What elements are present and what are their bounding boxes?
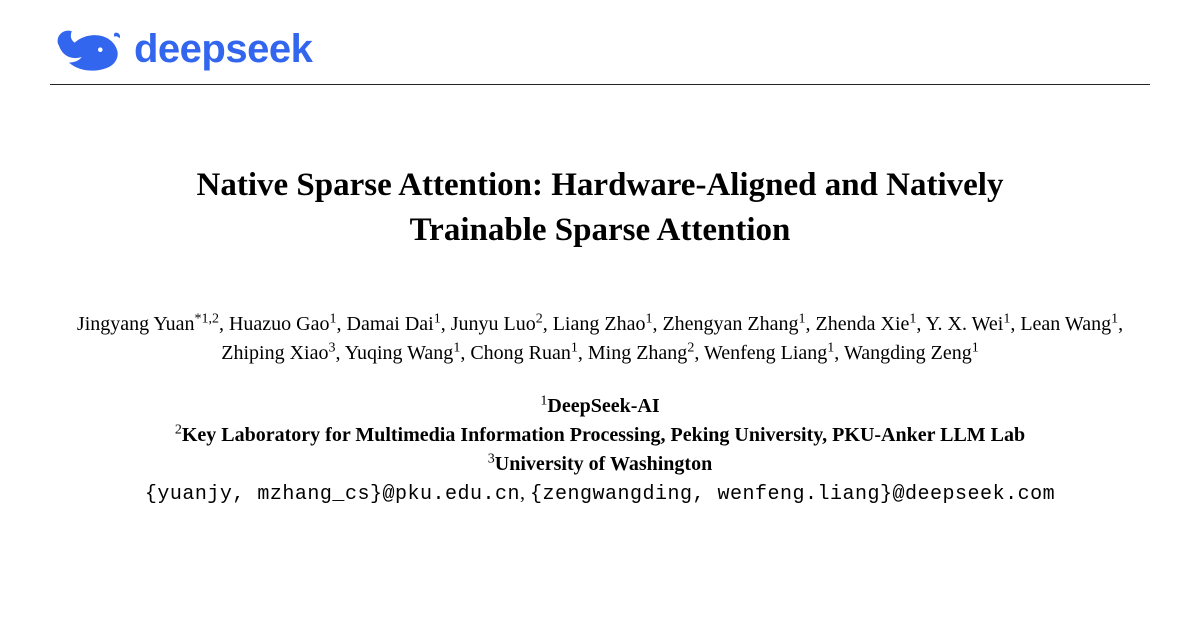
author: Zhengyan Zhang1 [662, 313, 805, 335]
title-line-2: Trainable Sparse Attention [410, 212, 791, 248]
logo-row: deepseek [50, 24, 1150, 74]
author-marks: 1 [799, 311, 806, 326]
author-marks: 1 [330, 311, 337, 326]
author-marks: 3 [328, 340, 335, 355]
author: Jingyang Yuan*1,2 [77, 313, 219, 335]
author: Huazuo Gao1 [229, 313, 337, 335]
author-marks: 1 [972, 340, 979, 355]
affiliation: 3University of Washington [50, 450, 1150, 479]
author-marks: 1 [827, 340, 834, 355]
author-name: Wenfeng Liang [704, 342, 827, 364]
affiliation-text: Key Laboratory for Multimedia Informatio… [182, 424, 1025, 446]
whale-icon [50, 24, 122, 74]
author-name: Chong Ruan [470, 342, 571, 364]
author-name: Damai Dai [347, 313, 434, 335]
author-marks: *1,2 [194, 311, 219, 326]
author: Damai Dai1 [347, 313, 441, 335]
affiliation: 2Key Laboratory for Multimedia Informati… [50, 421, 1150, 450]
author-name: Zhenda Xie [816, 313, 910, 335]
author: Yuqing Wang1 [345, 342, 461, 364]
affiliation-mark: 2 [175, 422, 182, 437]
affiliation-text: University of Washington [495, 453, 712, 475]
author: Zhiping Xiao3 [221, 342, 335, 364]
author-name: Ming Zhang [588, 342, 687, 364]
author-marks: 1 [1111, 311, 1118, 326]
author-name: Yuqing Wang [345, 342, 454, 364]
author-marks: 1 [909, 311, 916, 326]
affiliation-mark: 3 [488, 451, 495, 466]
author-marks: 2 [536, 311, 543, 326]
author: Y. X. Wei1 [926, 313, 1011, 335]
author-name: Huazuo Gao [229, 313, 330, 335]
author-name: Lean Wang [1020, 313, 1111, 335]
contact-emails: {yuanjy, mzhang_cs}@pku.edu.cn, {zengwan… [50, 479, 1150, 509]
email-group-2-domain: @deepseek.com [893, 483, 1056, 506]
paper-title: Native Sparse Attention: Hardware-Aligne… [80, 163, 1120, 252]
author-name: Zhiping Xiao [221, 342, 328, 364]
affiliation: 1DeepSeek-AI [50, 392, 1150, 421]
affiliation-text: DeepSeek-AI [547, 395, 659, 417]
author: Lean Wang1 [1020, 313, 1118, 335]
author-name: Y. X. Wei [926, 313, 1004, 335]
author: Liang Zhao1 [553, 313, 653, 335]
email-group-1-users: {yuanjy, mzhang_cs} [145, 483, 383, 506]
author-marks: 1 [453, 340, 460, 355]
author: Ming Zhang2 [588, 342, 694, 364]
author-marks: 1 [1003, 311, 1010, 326]
title-line-1: Native Sparse Attention: Hardware-Aligne… [197, 167, 1004, 203]
author: Zhenda Xie1 [816, 313, 917, 335]
author-marks: 1 [645, 311, 652, 326]
author-name: Wangding Zeng [844, 342, 972, 364]
author: Junyu Luo2 [451, 313, 543, 335]
author-marks: 1 [434, 311, 441, 326]
header-rule [50, 84, 1150, 85]
email-group-2-users: {zengwangding, wenfeng.liang} [530, 483, 893, 506]
email-group-1-domain: @pku.edu.cn [382, 483, 520, 506]
author-name: Junyu Luo [451, 313, 536, 335]
author: Chong Ruan1 [470, 342, 578, 364]
email-separator: , [520, 482, 530, 504]
author-list: Jingyang Yuan*1,2, Huazuo Gao1, Damai Da… [50, 310, 1150, 368]
author-name: Liang Zhao [553, 313, 646, 335]
author-marks: 2 [687, 340, 694, 355]
author-marks: 1 [571, 340, 578, 355]
author-name: Zhengyan Zhang [662, 313, 798, 335]
author-name: Jingyang Yuan [77, 313, 195, 335]
logo-text: deepseek [134, 27, 312, 72]
author: Wangding Zeng1 [844, 342, 979, 364]
paper-titlepage: deepseek Native Sparse Attention: Hardwa… [0, 0, 1200, 639]
affiliation-list: 1DeepSeek-AI2Key Laboratory for Multimed… [50, 392, 1150, 479]
author: Wenfeng Liang1 [704, 342, 834, 364]
